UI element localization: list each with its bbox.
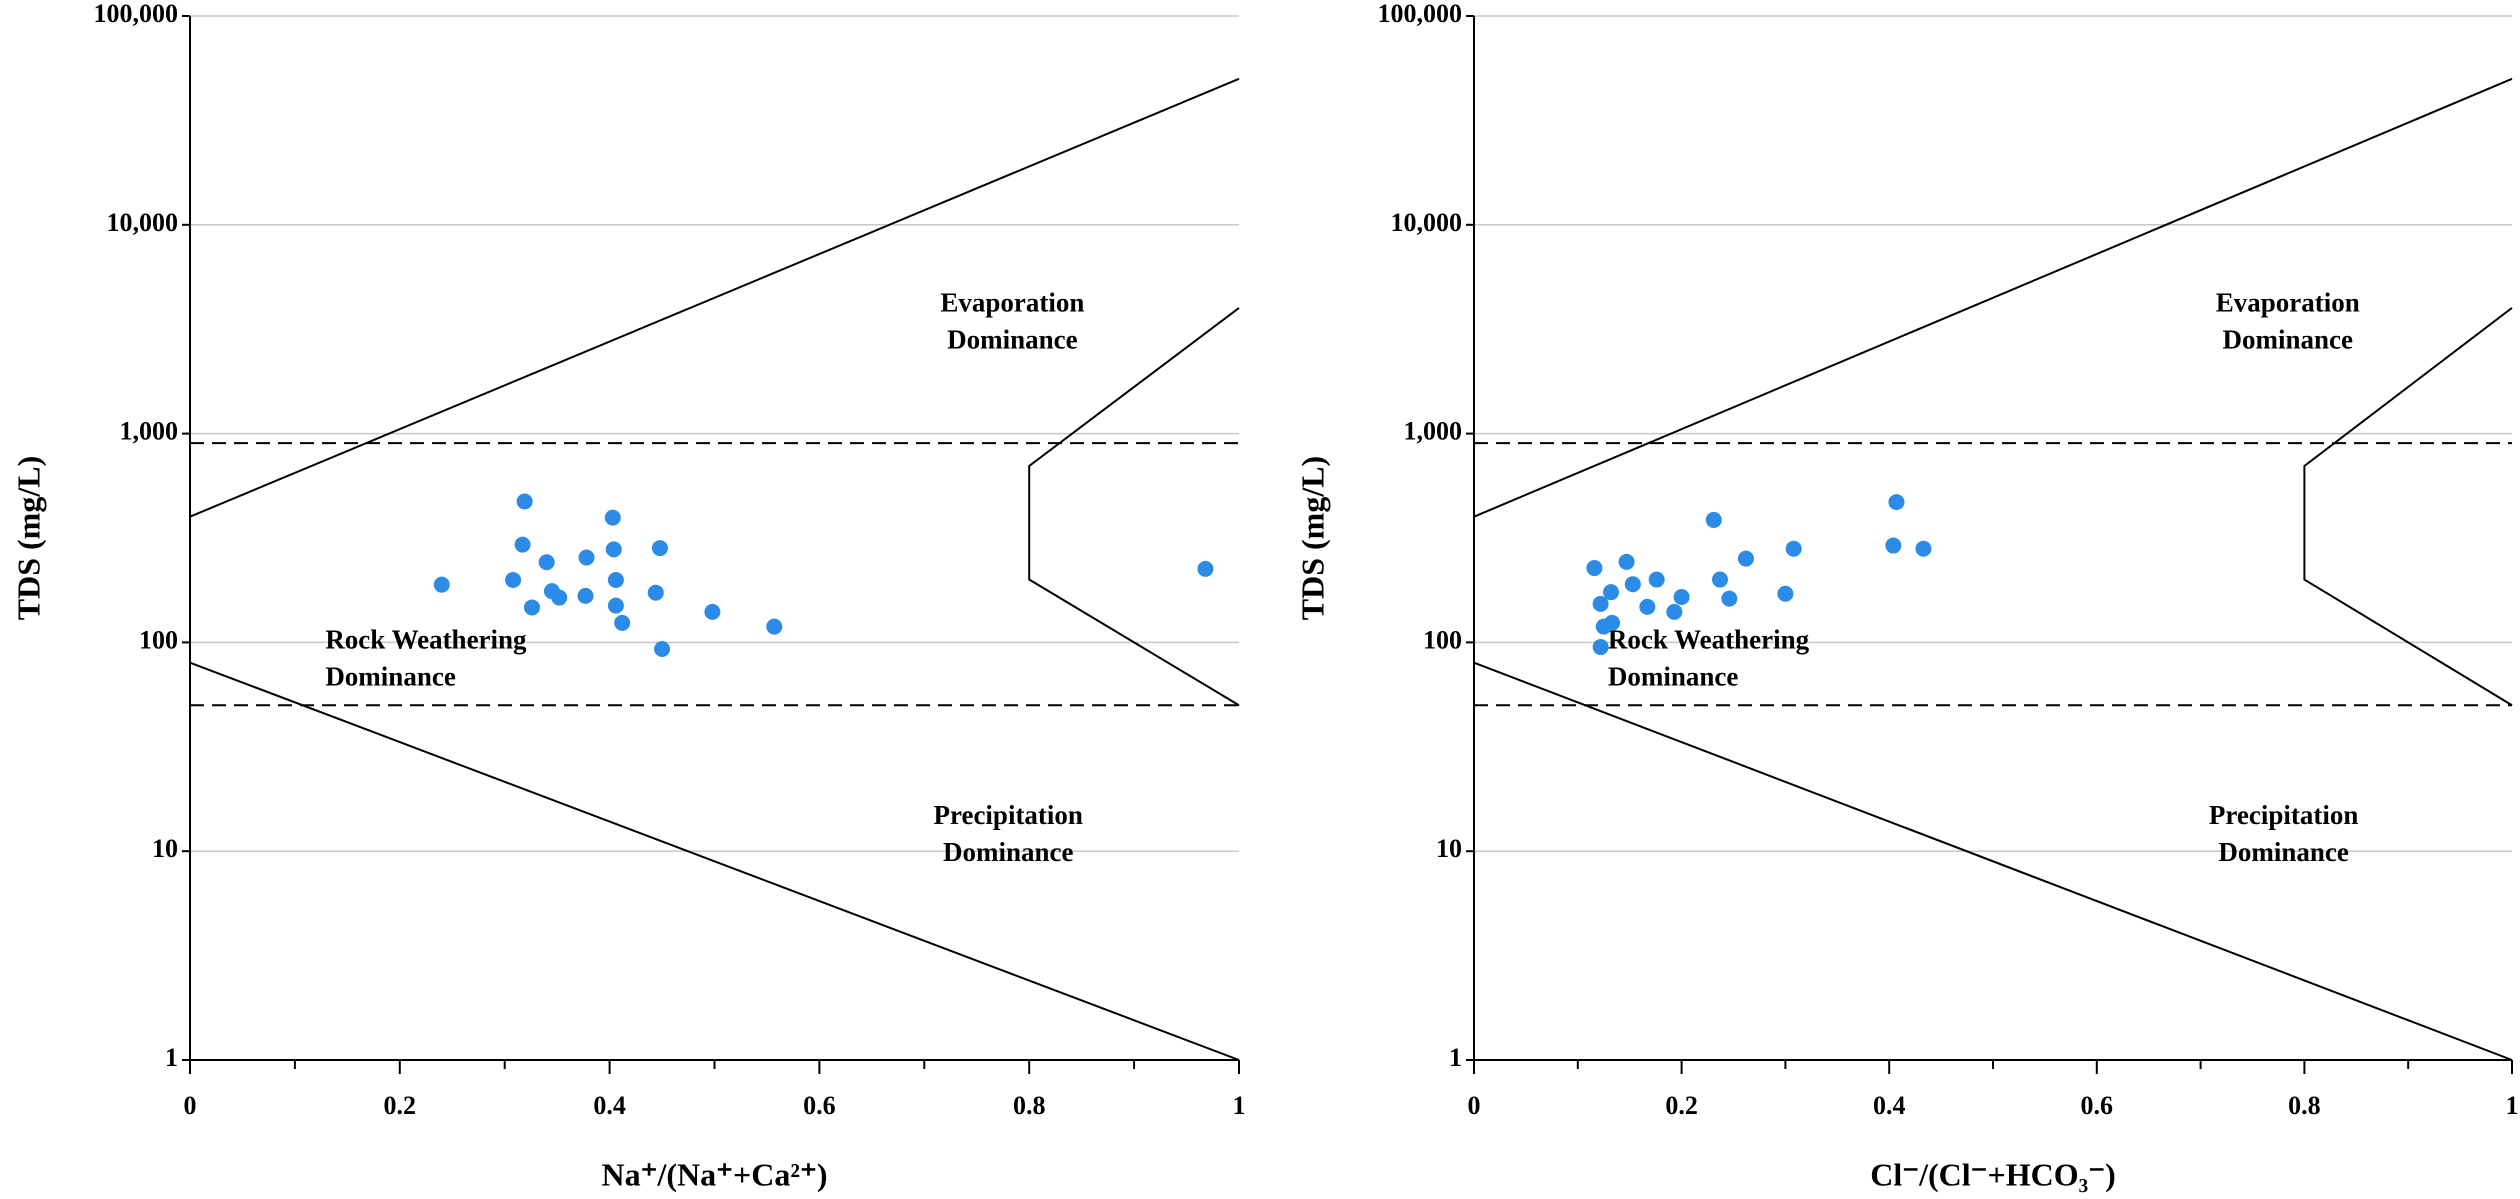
data-point [654,640,671,657]
x-tick-label: 0.4 [1873,1091,1906,1120]
x-axis-label: Cl⁻/(Cl⁻+HCO₃⁻) [1870,1156,2116,1192]
data-point [1592,639,1609,656]
data-point [704,603,721,620]
x-tick-label: 0.6 [803,1091,836,1120]
data-point [1639,598,1656,615]
y-tick-label: 1,000 [120,417,179,446]
x-tick-label: 0.6 [2081,1091,2114,1120]
y-tick-label: 1,000 [1404,417,1463,446]
y-tick-label: 100,000 [94,0,179,28]
region-label: Precipitation [2209,800,2358,830]
data-point [605,541,622,558]
data-point [607,571,624,588]
y-tick-label: 1 [1449,1043,1462,1072]
data-point [523,599,540,616]
region-label: Dominance [325,662,456,692]
region-label: Rock Weathering [1608,625,1810,655]
data-point [1666,603,1683,620]
data-point [1592,595,1609,612]
region-label: Dominance [2218,837,2349,867]
data-point [1712,571,1729,588]
x-tick-label: 0.2 [1665,1091,1698,1120]
y-tick-label: 10,000 [1391,208,1463,237]
x-tick-label: 0 [1468,1091,1481,1120]
data-point [1648,571,1665,588]
y-axis-label: TDS (mg/L) [10,456,46,620]
x-tick-label: 0.4 [593,1091,626,1120]
boundary-line [2303,307,2513,707]
data-point [514,536,531,553]
y-tick-label: 100,000 [1378,0,1463,28]
data-point [1721,590,1738,607]
boundary-line [1473,661,2513,1061]
data-point [614,614,631,631]
data-point [505,571,522,588]
data-point [1618,553,1635,570]
x-tick-label: 1 [2506,1091,2519,1120]
x-tick-label: 0 [184,1091,197,1120]
data-point [1197,560,1214,577]
data-point [1595,618,1612,635]
boundary-line [189,77,1240,518]
y-tick-label: 100 [139,625,178,654]
x-tick-label: 0.8 [2288,1091,2321,1120]
region-label: Dominance [943,837,1074,867]
region-label: Dominance [2223,324,2354,354]
x-tick-label: 0.8 [1013,1091,1046,1120]
data-point [766,618,783,635]
data-point [551,589,568,606]
boundary-line [1473,77,2513,518]
y-axis-label: TDS (mg/L) [1294,456,1330,620]
boundary-line [1028,307,1240,707]
y-tick-label: 10 [152,834,178,863]
region-label: Dominance [1608,662,1739,692]
data-point [577,587,594,604]
data-point [1673,588,1690,605]
data-point [1915,540,1932,557]
y-tick-label: 100 [1423,625,1462,654]
region-label: Rock Weathering [325,625,527,655]
data-point [647,584,664,601]
data-point [516,493,533,510]
data-point [651,540,668,557]
data-point [604,509,621,526]
data-point [607,597,624,614]
data-point [1586,560,1603,577]
data-point [1785,540,1802,557]
x-axis-label: Na⁺/(Na⁺+Ca²⁺) [601,1156,827,1192]
data-point [1885,537,1902,554]
y-tick-label: 10 [1436,834,1462,863]
x-tick-label: 0.2 [384,1091,417,1120]
data-point [1777,585,1794,602]
region-label: Evaporation [940,287,1084,317]
x-tick-label: 1 [1233,1091,1246,1120]
data-point [1603,584,1620,601]
y-tick-label: 1 [165,1043,178,1072]
data-point [433,576,450,593]
region-label: Precipitation [933,800,1082,830]
data-point [1705,511,1722,528]
y-tick-label: 10,000 [107,208,179,237]
data-point [1737,550,1754,567]
data-point [1888,494,1905,511]
region-label: Evaporation [2216,287,2360,317]
boundary-line [189,661,1240,1061]
region-label: Dominance [947,324,1078,354]
data-point [538,554,555,571]
data-point [578,549,595,566]
data-point [1624,576,1641,593]
